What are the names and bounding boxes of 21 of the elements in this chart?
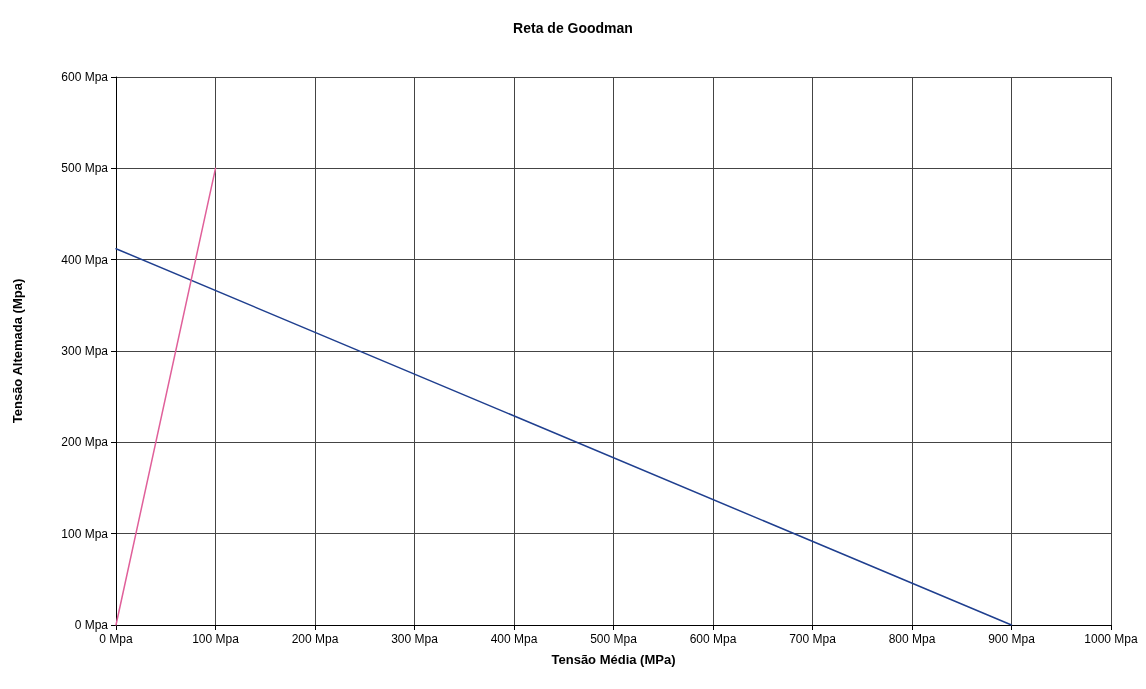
x-tick-label: 1000 Mpa	[1084, 632, 1139, 646]
x-tick-label: 900 Mpa	[988, 632, 1036, 646]
x-tick-label: 700 Mpa	[789, 632, 837, 646]
x-tick-label: 600 Mpa	[689, 632, 737, 646]
y-tick-label: 500 Mpa	[61, 161, 109, 176]
x-tick-label: 0 Mpa	[99, 632, 133, 646]
x-tick-label: 500 Mpa	[590, 632, 638, 646]
chart-title: Reta de Goodman	[513, 20, 633, 36]
y-tick-label: 600 Mpa	[61, 70, 109, 84]
x-tick-label: 100 Mpa	[192, 632, 240, 646]
y-tick-label: 100 Mpa	[61, 526, 109, 541]
y-tick-label: 300 Mpa	[61, 344, 109, 358]
y-tick-label: 200 Mpa	[61, 435, 109, 450]
y-tick-label: 0 Mpa	[74, 618, 109, 632]
y-axis-title: Tensão Altemada (Mpa)	[10, 278, 25, 424]
x-tick-label: 400 Mpa	[490, 632, 538, 646]
x-tick-label: 200 Mpa	[291, 632, 339, 646]
x-tick-label: 300 Mpa	[391, 632, 439, 646]
x-tick-label: 800 Mpa	[888, 632, 936, 646]
y-tick-label: 400 Mpa	[61, 252, 109, 267]
x-axis-title: Tensão Média (MPa)	[551, 652, 676, 667]
